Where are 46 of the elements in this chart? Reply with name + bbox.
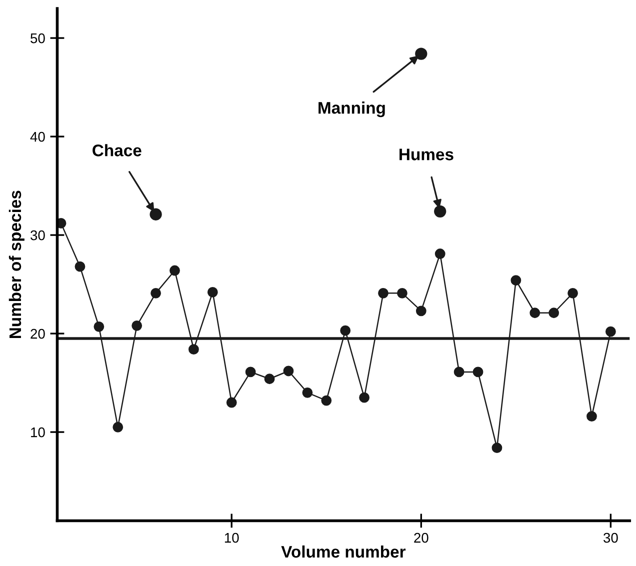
point — [150, 208, 162, 220]
annotation: Humes — [400, 148, 454, 160]
point — [454, 366, 464, 378]
point — [340, 325, 351, 336]
point — [492, 442, 502, 454]
x-tick-label: 10 — [224, 532, 239, 543]
point — [605, 326, 616, 337]
y-tick-label: 20 — [30, 328, 45, 339]
point — [530, 308, 540, 318]
point — [568, 288, 578, 298]
y-tick-label: 50 — [30, 33, 45, 44]
point — [264, 374, 275, 384]
point — [416, 306, 426, 316]
point — [510, 275, 522, 286]
point — [434, 205, 446, 218]
x-tick-label: 20 — [414, 532, 428, 543]
point — [283, 366, 294, 376]
point — [188, 344, 199, 355]
point — [548, 308, 560, 318]
point — [415, 48, 428, 60]
y-tick-label: 10 — [31, 427, 45, 438]
point — [378, 288, 388, 298]
y-tick-label: 40 — [30, 132, 45, 142]
point — [74, 261, 86, 272]
point — [245, 366, 256, 378]
point — [112, 422, 124, 432]
y-tick-label: 30 — [30, 230, 45, 240]
point — [586, 411, 597, 422]
point — [321, 395, 332, 406]
point — [472, 366, 484, 378]
y-axis-title: Number of species — [8, 190, 24, 338]
point — [150, 288, 162, 298]
point — [57, 218, 66, 228]
point — [170, 265, 180, 276]
point — [434, 248, 446, 259]
point — [207, 286, 218, 298]
x-axis-title: Volume number — [281, 545, 406, 558]
point — [132, 320, 142, 331]
point — [359, 392, 370, 403]
annotation: Chace — [92, 144, 142, 156]
point — [302, 387, 313, 398]
x-tick-label: 30 — [603, 532, 618, 543]
point — [226, 397, 237, 408]
point — [94, 321, 104, 332]
annotation: Manning — [318, 102, 385, 118]
point — [396, 288, 408, 298]
